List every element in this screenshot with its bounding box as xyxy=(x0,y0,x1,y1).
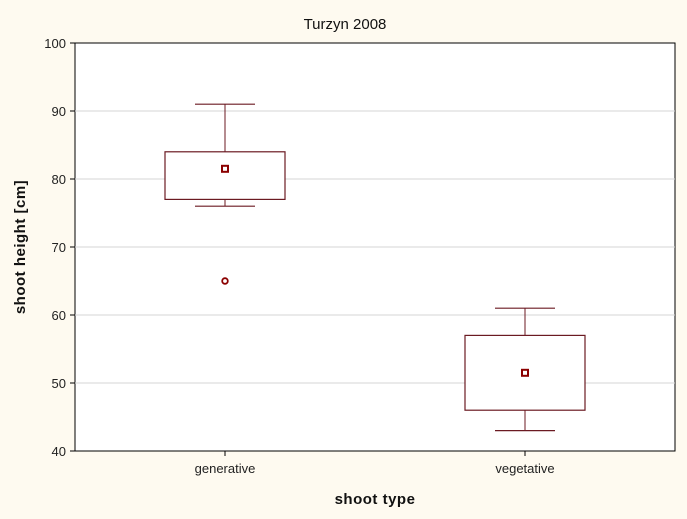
y-tick-label: 50 xyxy=(52,376,66,391)
y-axis-title: shoot height [cm] xyxy=(12,180,29,314)
box-group-vegetative xyxy=(464,307,586,432)
x-axis-ticks: generative vegetative xyxy=(195,451,555,476)
box-group-generative xyxy=(164,103,286,285)
y-axis-ticks: 40 50 60 70 80 90 100 xyxy=(44,36,75,459)
y-tick-label: 100 xyxy=(44,36,66,51)
y-tick-label: 40 xyxy=(52,444,66,459)
x-tick-label: generative xyxy=(195,461,256,476)
y-tick-label: 70 xyxy=(52,240,66,255)
y-tick-label: 90 xyxy=(52,104,66,119)
x-axis-title: shoot type xyxy=(335,491,416,508)
boxes xyxy=(164,103,586,432)
median-marker xyxy=(221,164,229,173)
median-marker xyxy=(521,368,529,377)
x-tick-label: vegetative xyxy=(495,461,554,476)
iqr-box xyxy=(164,151,286,201)
outlier-point xyxy=(221,277,229,285)
y-tick-label: 60 xyxy=(52,308,66,323)
chart-title: Turzyn 2008 xyxy=(304,16,387,33)
y-tick-label: 80 xyxy=(52,172,66,187)
